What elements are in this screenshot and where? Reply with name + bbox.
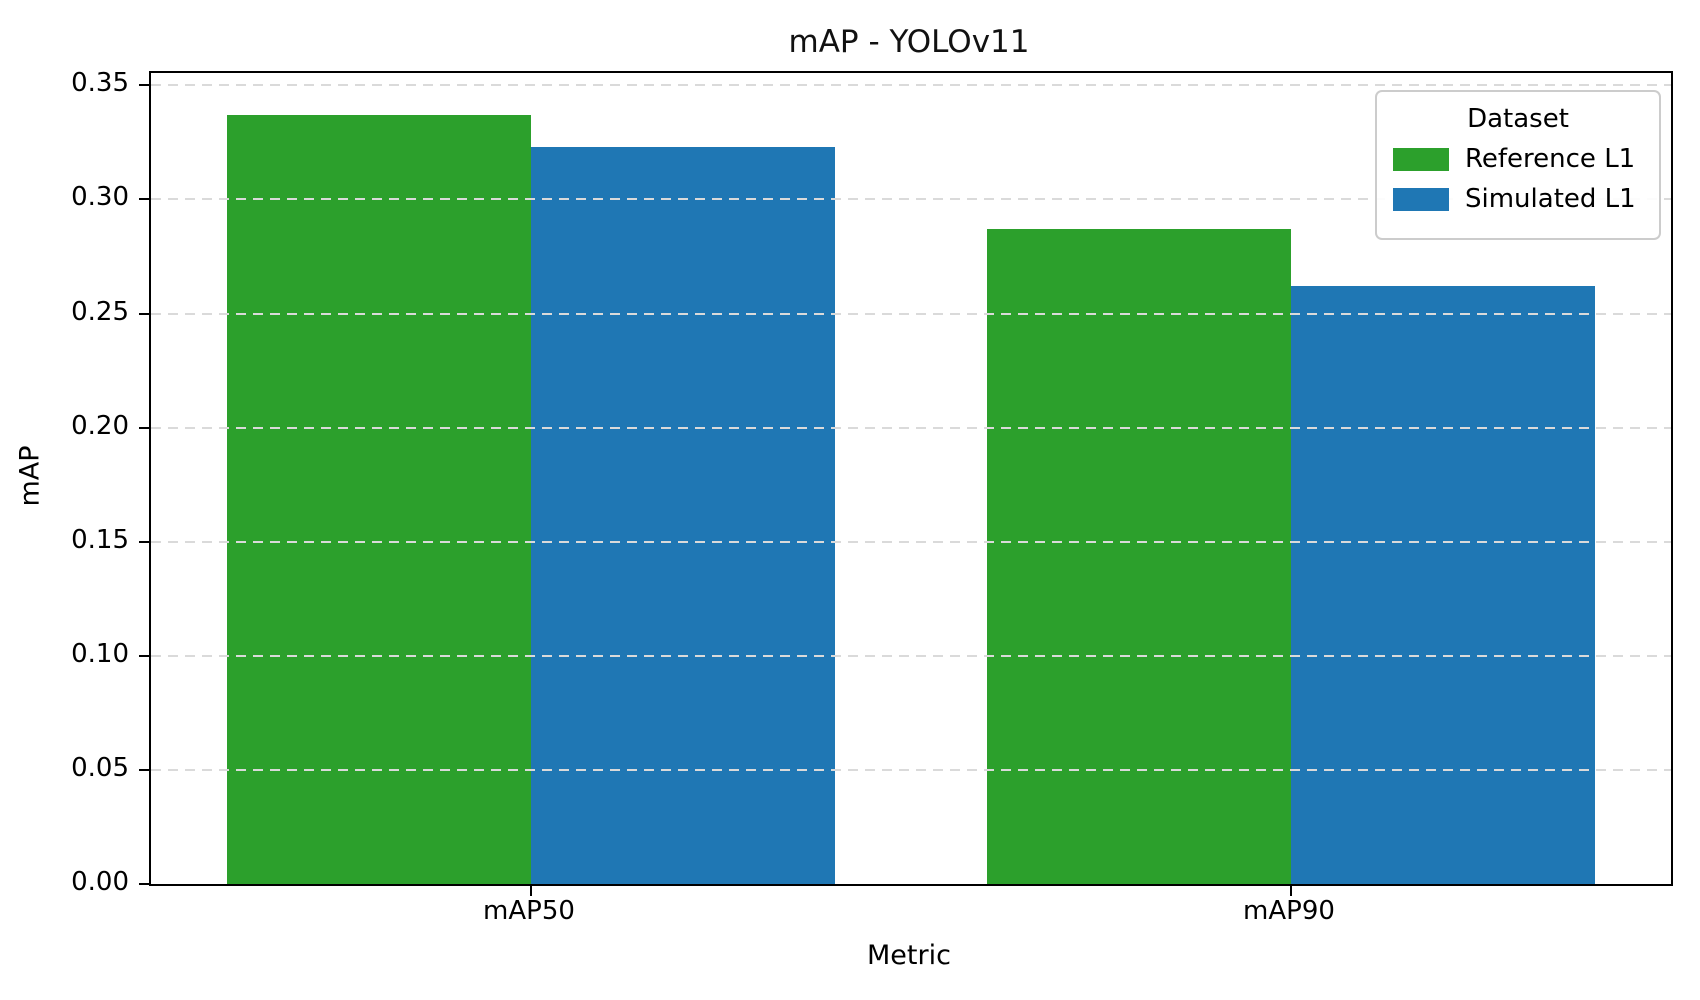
legend-title: Dataset [1467,104,1569,134]
y-tick [139,426,149,429]
y-tick-label: 0.10 [71,638,129,669]
bar-reference-l1-map50 [227,115,531,884]
y-tick [139,312,149,315]
x-tick [530,886,532,896]
y-tick-label: 0.35 [71,68,129,99]
gridline [151,84,1671,87]
chart-title: mAP - YOLOv11 [788,24,1030,60]
gridline [151,426,1671,429]
y-tick [139,883,149,885]
y-tick [139,198,149,201]
y-tick [139,654,149,657]
bar-simulated-l1-map90 [1291,286,1595,884]
legend-label: Simulated L1 [1465,184,1636,214]
legend: Dataset Reference L1 Simulated L1 [1375,90,1661,240]
legend-label: Reference L1 [1465,144,1636,174]
gridline [151,654,1671,657]
y-axis-label: mAP [14,445,46,507]
y-tick-label: 0.25 [71,296,129,327]
y-tick-label: 0.05 [71,752,129,783]
y-tick-label: 0.30 [71,182,129,213]
gridline [151,198,1671,201]
y-tick-label: 0.15 [71,524,129,555]
legend-row: Reference L1 [1393,144,1643,174]
bar-simulated-l1-map50 [531,146,835,884]
y-tick-label: 0.20 [71,410,129,441]
bar-reference-l1-map90 [987,229,1291,884]
y-tick [139,84,149,87]
gridline [151,312,1671,315]
gridline [151,540,1671,543]
legend-row: Simulated L1 [1393,184,1643,214]
x-tick [1290,886,1292,896]
x-tick-label: mAP90 [1243,896,1335,926]
x-tick-label: mAP50 [483,896,575,926]
x-axis-label: Metric [867,940,951,971]
y-tick-label: 0.00 [71,867,129,897]
legend-swatch-icon [1393,187,1449,211]
y-tick [139,768,149,771]
gridline [151,768,1671,771]
legend-swatch-icon [1393,147,1449,171]
y-tick [139,540,149,543]
